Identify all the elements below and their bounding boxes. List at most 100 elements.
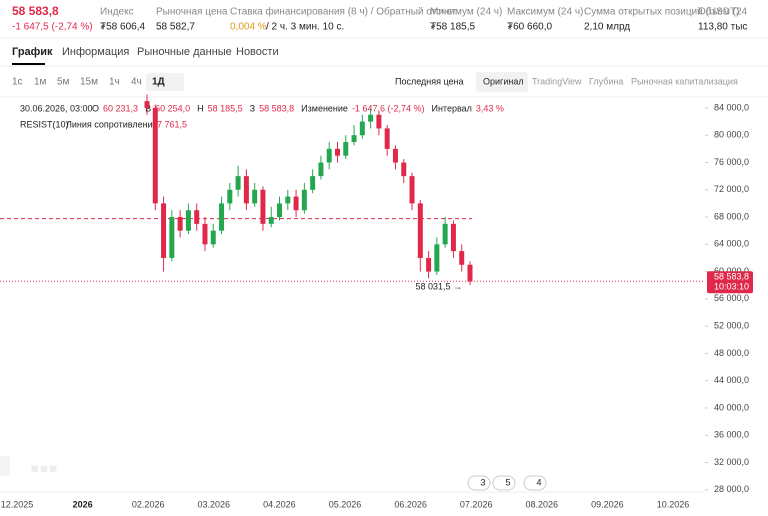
- candle-body: [235, 176, 241, 190]
- indicator-label: Линия сопротивления: [66, 119, 158, 129]
- candle-body: [442, 223, 448, 245]
- indicator-value: 67 761,5: [152, 119, 187, 129]
- low-marker: 58 031,5 →: [415, 281, 462, 291]
- interval[interactable]: 1м: [34, 77, 47, 88]
- candle-body: [450, 223, 456, 252]
- stat-label: Рыночная цена: [156, 7, 228, 18]
- y-tick-label: 60 000,0: [714, 266, 749, 276]
- legend-key: Изменение: [301, 103, 348, 113]
- candle-body: [459, 251, 465, 265]
- interval[interactable]: 1ч: [109, 77, 120, 88]
- stat-label: Ставка финансирования (8 ч) / Обратный о…: [230, 6, 456, 18]
- tab[interactable]: График: [12, 46, 53, 58]
- stat-value: 0,004 %: [230, 22, 267, 33]
- badge-box[interactable]: [492, 475, 516, 491]
- candle-body: [318, 162, 324, 177]
- badge[interactable]: 4: [536, 477, 541, 487]
- stat-value: 113,80 тыс: [698, 22, 747, 33]
- candle-body: [343, 142, 349, 156]
- last-price-time: 10:03:10: [714, 282, 749, 292]
- candle-body: [376, 114, 382, 129]
- interval[interactable]: 4ч: [131, 77, 142, 88]
- candle-body: [144, 101, 150, 108]
- candle-body: [227, 189, 233, 204]
- candle-body: [252, 189, 258, 204]
- side-handle: [0, 456, 10, 476]
- interval[interactable]: 15м: [80, 77, 98, 88]
- y-tick-label: 80 000,0: [714, 130, 749, 140]
- candle-body: [401, 162, 407, 177]
- candle-body: [285, 196, 291, 204]
- stat-value: ₮58 606,4: [100, 22, 145, 33]
- badge[interactable]: 3: [480, 477, 485, 487]
- last-price-label: 58 583,8: [714, 272, 749, 282]
- stat-label: Сумма открытых позиций (USDT): [584, 7, 739, 18]
- stat-label: Индекс: [100, 7, 134, 18]
- candle-body: [409, 176, 415, 204]
- x-tick-label: 02.2026: [132, 499, 165, 509]
- x-tick-label: 10.2026: [657, 499, 690, 509]
- tab[interactable]: Рыночные данные: [137, 46, 232, 58]
- stat-value: ₮58 185,5: [430, 22, 475, 33]
- badge-box[interactable]: [467, 475, 491, 491]
- view[interactable]: Оригинал: [483, 76, 524, 86]
- candle-body: [417, 203, 423, 258]
- badge[interactable]: 5: [505, 477, 510, 487]
- view[interactable]: Глубина: [589, 76, 623, 86]
- legend-value: 60 254,0: [155, 103, 190, 113]
- candle-body: [310, 176, 316, 190]
- view[interactable]: Рыночная капитализация: [631, 76, 738, 86]
- stat-label: Объем (24: [698, 6, 748, 18]
- y-tick-label: 44 000,0: [714, 375, 749, 385]
- legend-key: В: [145, 103, 151, 113]
- legend-date: 30.06.2026, 03:00: [20, 103, 93, 113]
- stat-value: 2,10 млрд: [584, 22, 630, 33]
- stat-label: Минимум (24 ч): [430, 7, 502, 18]
- legend-key: З: [250, 103, 255, 113]
- price: 58 583,8: [12, 4, 59, 18]
- x-tick-label: 03.2026: [198, 499, 231, 509]
- view[interactable]: TradingView: [532, 76, 582, 86]
- active-view: [476, 72, 528, 92]
- candle-body: [243, 176, 249, 204]
- candle-body: [219, 203, 225, 231]
- y-tick-label: 52 000,0: [714, 321, 749, 331]
- interval[interactable]: 5м: [57, 77, 70, 88]
- candle-body: [161, 203, 167, 258]
- indicator-name: RESIST(10): [20, 119, 69, 129]
- legend-value: -1 647,6 (-2,74 %): [352, 103, 425, 113]
- tab[interactable]: Информация: [62, 46, 129, 58]
- x-tick-label: 05.2026: [329, 499, 362, 509]
- candle-body: [434, 244, 440, 272]
- x-tick-label: 06.2026: [394, 499, 427, 509]
- candle-body: [426, 257, 432, 272]
- candle-body: [392, 148, 398, 163]
- tab[interactable]: Новости: [236, 46, 279, 58]
- active-interval: [146, 73, 184, 91]
- candle-body: [301, 189, 307, 211]
- candle-body: [384, 128, 390, 149]
- candle-body: [210, 230, 216, 245]
- x-tick-label: 2026: [73, 499, 93, 509]
- y-tick-label: 32 000,0: [714, 457, 749, 467]
- candle-body: [152, 107, 158, 204]
- legend-key: Н: [197, 103, 204, 113]
- candle-body: [351, 135, 357, 143]
- legend-key: Интервал: [431, 103, 471, 113]
- last-price-box: [707, 271, 753, 294]
- legend-value: 58 185,5: [208, 103, 243, 113]
- y-tick-label: 40 000,0: [714, 402, 749, 412]
- badge-box[interactable]: [523, 475, 547, 491]
- price-type[interactable]: Последняя цена: [395, 76, 464, 86]
- interval[interactable]: 1Д: [152, 77, 165, 88]
- candle-body: [202, 223, 208, 245]
- candle-body: [260, 189, 266, 224]
- candle-body: [268, 217, 274, 224]
- stat-extra: / 2 ч. 3 мин. 10 с.: [266, 22, 344, 33]
- legend-value: 3,43 %: [476, 103, 504, 113]
- x-tick-label: 07.2026: [460, 499, 493, 509]
- interval[interactable]: 1с: [12, 77, 23, 88]
- stat-value: 58 582,7: [156, 22, 195, 33]
- y-tick-label: 84 000,0: [714, 102, 749, 112]
